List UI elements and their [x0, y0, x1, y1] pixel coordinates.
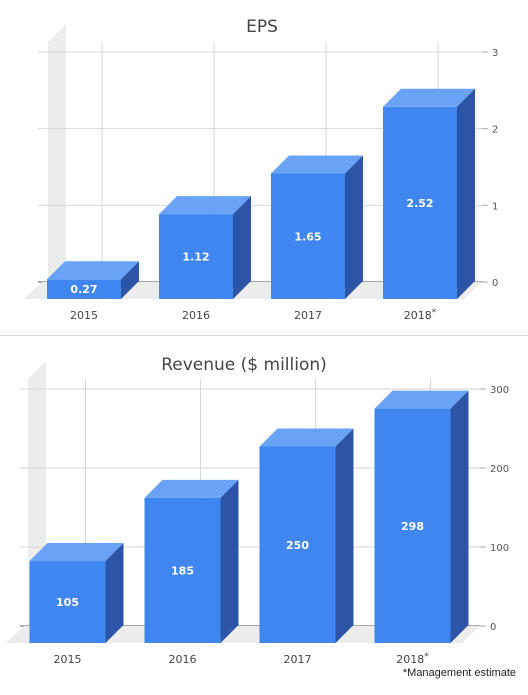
x-tick-label: 2015 — [54, 653, 82, 666]
y-tick-label: 300 — [490, 385, 509, 396]
estimate-mark: * — [424, 652, 429, 662]
bar-front — [144, 497, 221, 643]
bar-side — [345, 155, 363, 299]
bar-side — [121, 261, 139, 299]
chart-title: EPS — [246, 17, 278, 37]
bar-front — [374, 408, 451, 643]
x-tick-label: 2017 — [294, 309, 322, 322]
data-label: 250 — [286, 539, 309, 552]
panel-divider — [0, 335, 528, 336]
bar — [271, 155, 363, 299]
bar-top — [259, 428, 354, 447]
x-tick-label: 2015 — [70, 309, 98, 322]
data-label: 1.12 — [182, 251, 209, 264]
y-tick-label: 0 — [490, 622, 496, 633]
bar-front — [47, 279, 121, 299]
y-tick-label: 3 — [492, 48, 498, 59]
bar — [374, 390, 469, 643]
bar-front — [259, 446, 336, 643]
data-label: 1.65 — [294, 230, 321, 243]
bar — [383, 88, 475, 299]
data-label: 185 — [171, 564, 194, 577]
bar-top — [271, 155, 363, 174]
floor — [6, 626, 480, 643]
bar-side — [450, 390, 469, 643]
x-tick-label: 2016 — [182, 309, 210, 322]
x-tick-label: 2017 — [284, 653, 312, 666]
footnote: *Management estimate — [402, 667, 516, 679]
y-tick-label: 0 — [492, 278, 498, 289]
x-tick-label: 2018* — [404, 308, 437, 322]
data-label: 2.52 — [406, 197, 433, 210]
bar-front — [159, 214, 233, 299]
x-tick-label: 2018* — [396, 652, 429, 666]
estimate-mark: * — [432, 308, 437, 318]
bar-side — [457, 88, 475, 299]
bar-top — [383, 88, 475, 107]
bar-top — [47, 261, 139, 280]
floor — [24, 282, 482, 299]
bar-front — [383, 106, 457, 299]
revenue-chart-panel: Revenue ($ million) 0 100 200 300 105 185 250… — [0, 338, 528, 690]
y-tick-label: 1 — [492, 201, 498, 212]
bar-front — [271, 173, 345, 299]
bar-side — [335, 428, 354, 643]
data-label: 298 — [401, 520, 424, 533]
bar — [159, 196, 251, 299]
bar-side — [220, 479, 239, 643]
y-tick-label: 2 — [492, 125, 498, 136]
y-tick-label: 200 — [490, 464, 509, 475]
bar — [144, 479, 239, 643]
data-label: 105 — [56, 596, 79, 609]
eps-chart: EPS 0 1 2 3 0.27 1.12 1.65 2.52 2015 2016 2017 20… — [24, 17, 498, 322]
y-tick-label: 100 — [490, 543, 509, 554]
bar — [47, 261, 139, 299]
bar-top — [374, 390, 469, 409]
chart-title: Revenue ($ million) — [161, 355, 327, 375]
x-tick-label: 2016 — [169, 653, 197, 666]
back-wall — [48, 24, 66, 282]
eps-chart-panel: EPS 0 1 2 3 0.27 1.12 1.65 2.52 2015 2016 2017 20… — [0, 0, 528, 335]
bar-side — [105, 543, 124, 643]
bar-side — [233, 196, 251, 299]
bar-front — [29, 561, 106, 643]
data-label: 0.27 — [70, 283, 97, 296]
bar — [29, 543, 124, 643]
revenue-chart: Revenue ($ million) 0 100 200 300 105 185 250… — [6, 355, 509, 666]
bar — [259, 428, 354, 643]
bar-top — [144, 479, 239, 498]
bar-top — [159, 196, 251, 215]
bar-top — [29, 543, 124, 562]
